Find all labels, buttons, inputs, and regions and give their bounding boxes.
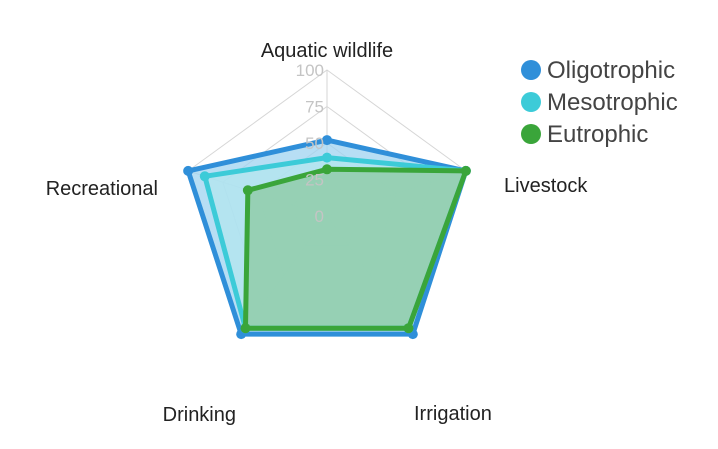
axis-label-recreational: Recreational bbox=[46, 178, 158, 200]
series-line-oligotrophic bbox=[185, 137, 469, 337]
legend: Oligotrophic Mesotrophic Eutrophic bbox=[521, 57, 678, 148]
point-eutrophic-recreational[interactable] bbox=[242, 185, 253, 196]
legend-label-mesotrophic: Mesotrophic bbox=[547, 89, 678, 116]
axis-label-livestock: Livestock bbox=[504, 175, 588, 197]
legend-item-mesotrophic[interactable]: Mesotrophic bbox=[521, 89, 678, 116]
axis-label-aquatic-wildlife: Aquatic wildlife bbox=[261, 40, 393, 62]
point-eutrophic-aquatic-wildlife[interactable] bbox=[322, 164, 332, 175]
legend-item-eutrophic[interactable]: Eutrophic bbox=[521, 121, 648, 148]
axis-label-drinking: Drinking bbox=[163, 404, 236, 426]
legend-label-eutrophic: Eutrophic bbox=[547, 121, 648, 148]
point-oligotrophic-aquatic-wildlife[interactable] bbox=[322, 135, 332, 146]
series-layer bbox=[183, 135, 471, 340]
axis-label-irrigation: Irrigation bbox=[414, 403, 492, 425]
legend-marker-oligotrophic bbox=[521, 60, 541, 80]
tick-label-50: 50 bbox=[305, 134, 324, 153]
point-eutrophic-irrigation[interactable] bbox=[403, 323, 414, 334]
point-eutrophic-livestock[interactable] bbox=[460, 165, 471, 176]
tick-label-100: 100 bbox=[296, 61, 324, 80]
tick-label-75: 75 bbox=[305, 98, 324, 117]
point-oligotrophic-recreational[interactable] bbox=[183, 165, 194, 176]
point-mesotrophic-aquatic-wildlife[interactable] bbox=[322, 152, 332, 163]
point-eutrophic-drinking[interactable] bbox=[240, 323, 251, 334]
legend-marker-mesotrophic bbox=[521, 92, 541, 112]
tick-label-25: 25 bbox=[305, 171, 324, 190]
series-line-eutrophic bbox=[242, 166, 469, 331]
tick-label-0: 0 bbox=[315, 207, 324, 226]
legend-marker-eutrophic bbox=[521, 124, 541, 144]
point-mesotrophic-recreational[interactable] bbox=[199, 171, 210, 182]
series-area-eutrophic bbox=[245, 169, 466, 329]
legend-item-oligotrophic[interactable]: Oligotrophic bbox=[521, 57, 675, 84]
legend-label-oligotrophic: Oligotrophic bbox=[547, 57, 675, 84]
radial-tick-labels: 0 25 50 75 100 bbox=[296, 61, 324, 226]
axis-labels: Aquatic wildlife Livestock Irrigation Dr… bbox=[46, 40, 589, 426]
